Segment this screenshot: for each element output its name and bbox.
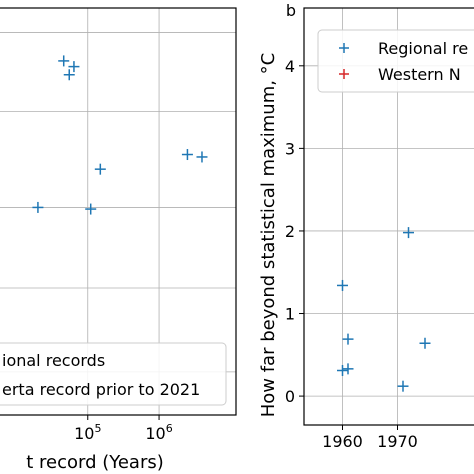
right-plot-frame [303, 7, 474, 426]
left-data-point [85, 203, 97, 215]
left-plot-frame [0, 7, 237, 416]
left-panel: 105 106 ional records erta record prior to… [0, 7, 237, 473]
right-legend-marker [339, 43, 349, 53]
right-y-tick-label: 3 [285, 139, 295, 158]
right-legend-label: Regional re [378, 39, 468, 58]
right-y-tick-label: 2 [285, 222, 295, 241]
left-data-point [181, 149, 193, 161]
right-data-point [397, 380, 409, 392]
right-legend-marker [339, 69, 349, 79]
left-data-point [94, 163, 106, 175]
right-data-point [337, 279, 348, 291]
left-data-point [68, 61, 80, 73]
right-legend-box [317, 29, 474, 93]
left-data-points [32, 55, 208, 215]
right-panel: 1960 1970 0 1 2 3 4 Regional re Western N How f… [258, 1, 474, 451]
left-data-point [58, 55, 70, 67]
right-axis-ticks: 1960 1970 0 1 2 3 4 [285, 57, 418, 451]
left-x-tick-label: 105 [74, 422, 101, 443]
right-legend-label: Western N [378, 65, 461, 84]
right-data-points [337, 227, 431, 392]
right-data-point [342, 333, 354, 345]
panel-label-b: b [286, 1, 296, 20]
right-x-tick-label: 1960 [322, 432, 363, 451]
right-data-point [342, 363, 354, 375]
right-legend: Regional re Western N [317, 29, 474, 93]
left-legend: ional records erta record prior to 2021 [0, 342, 227, 406]
right-data-point [419, 337, 431, 349]
left-data-point [63, 69, 75, 81]
left-data-point [196, 151, 208, 163]
left-legend-label: erta record prior to 2021 [2, 380, 200, 399]
right-y-axis-label: How far beyond statistical maximum, °C [258, 53, 279, 418]
right-y-tick-label: 0 [285, 387, 295, 406]
left-x-tick-label: 106 [145, 422, 172, 443]
left-x-axis-label: t record (Years) [26, 452, 164, 473]
right-data-point [403, 227, 414, 239]
right-x-tick-label: 1970 [377, 432, 418, 451]
right-y-tick-label: 4 [285, 57, 295, 76]
left-legend-box [0, 342, 227, 406]
right-data-point [337, 365, 348, 377]
right-y-tick-label: 1 [285, 305, 295, 324]
left-data-point [32, 201, 44, 213]
left-legend-label: ional records [2, 351, 105, 370]
left-x-ticks: 105 106 [74, 415, 173, 443]
